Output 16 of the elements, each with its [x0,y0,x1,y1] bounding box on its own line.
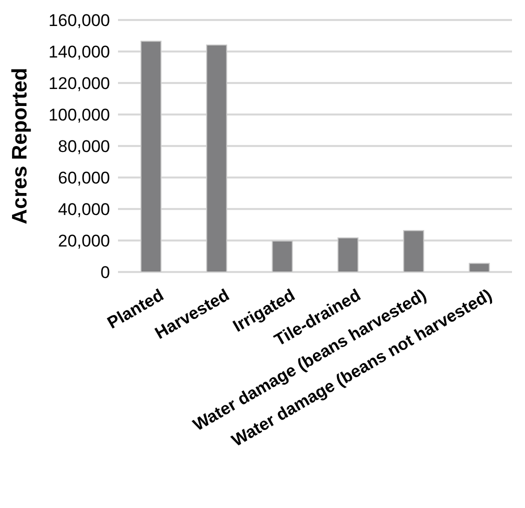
y-tick-label: 60,000 [58,168,110,188]
bar [272,240,293,272]
y-tick-label: 100,000 [48,106,110,125]
y-tick-label: 80,000 [58,137,110,156]
bar [403,230,424,272]
y-tick-label: 40,000 [58,200,110,220]
y-tick-label: 140,000 [48,42,110,62]
y-tick-label: 20,000 [58,232,110,251]
y-tick-label: 160,000 [48,11,110,30]
bar [140,40,162,272]
bar [468,262,490,272]
y-tick-label: 0 [100,263,110,282]
bar [337,237,358,272]
y-tick-label: 120,000 [48,74,110,94]
y-axis-title: Acres Reported [8,68,32,224]
bar [206,44,228,272]
